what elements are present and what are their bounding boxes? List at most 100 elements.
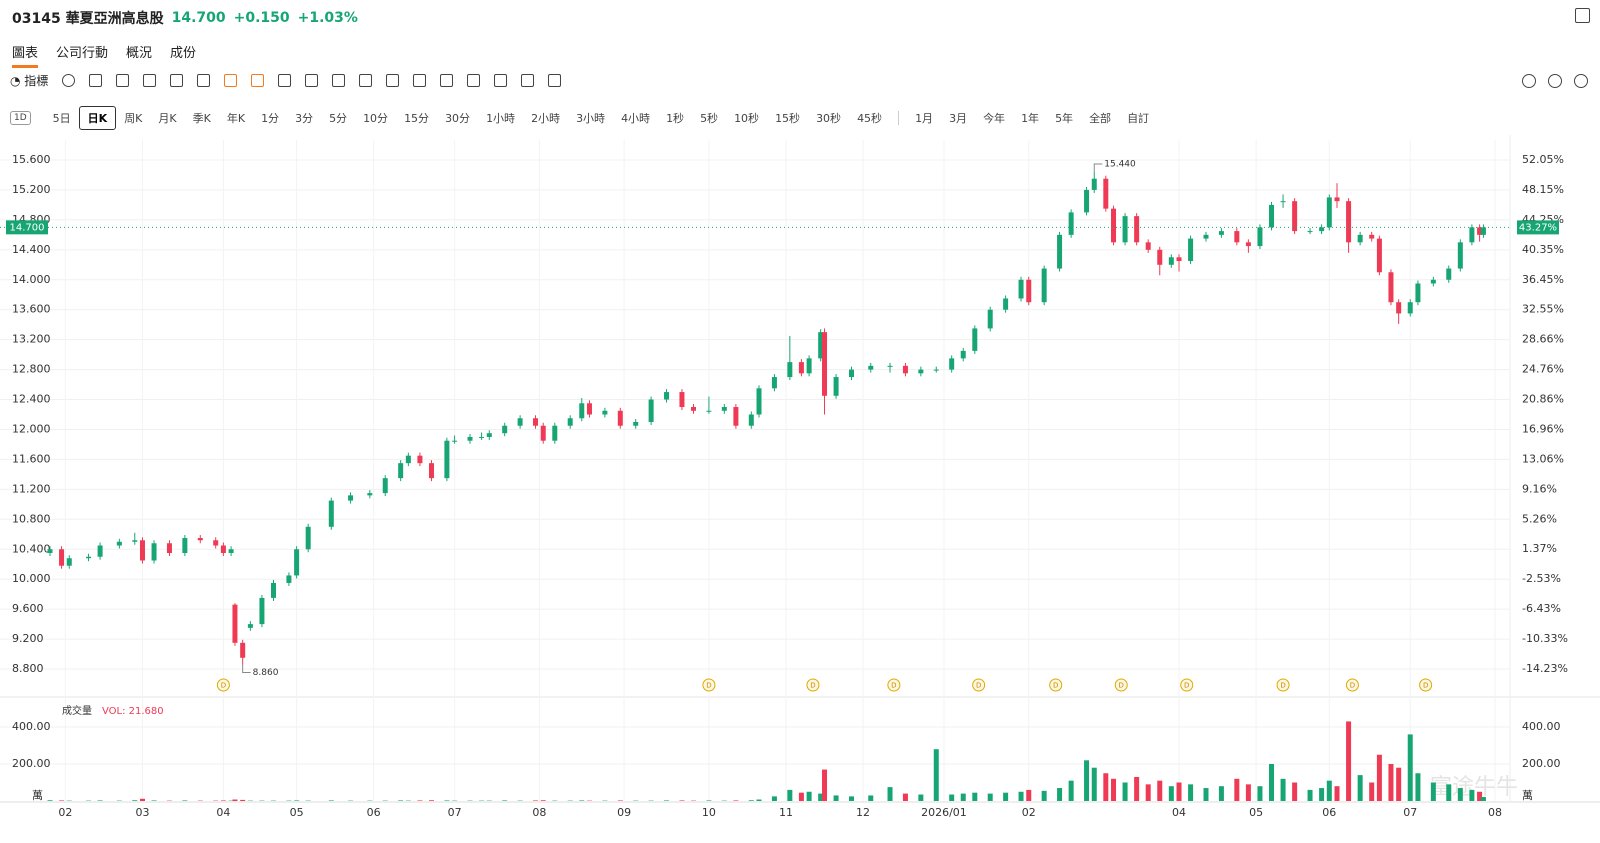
interval-button[interactable]: 3小時 xyxy=(576,112,606,125)
tool[interactable] xyxy=(413,74,427,87)
candle-body xyxy=(679,392,685,408)
tool[interactable] xyxy=(386,74,400,87)
candle-body xyxy=(586,403,592,415)
tool[interactable] xyxy=(1574,74,1588,88)
volume-bar xyxy=(1057,788,1063,801)
interval-selector[interactable]: 1D xyxy=(10,111,31,125)
range-button[interactable]: 5年 xyxy=(1055,112,1074,125)
interval-button[interactable]: 1分 xyxy=(261,112,280,125)
dividend-label: D xyxy=(1119,682,1124,690)
tool[interactable] xyxy=(1522,74,1536,88)
candle-body xyxy=(706,410,712,412)
interval-button[interactable]: 2小時 xyxy=(531,112,561,125)
tool[interactable] xyxy=(1548,74,1562,88)
candle-body xyxy=(664,392,670,400)
y-tick-label: 11.200 xyxy=(12,482,51,495)
interval-button[interactable]: 10秒 xyxy=(734,112,760,125)
interval-button[interactable]: 30分 xyxy=(445,112,471,125)
interval-button[interactable]: 4小時 xyxy=(621,112,651,125)
interval-button[interactable]: 1秒 xyxy=(666,112,685,125)
candle-body xyxy=(1446,268,1452,280)
indicator-button[interactable]: ◔ 指標 xyxy=(10,74,49,88)
tab[interactable]: 公司行動 xyxy=(56,46,109,61)
tool[interactable] xyxy=(332,74,346,87)
tool[interactable] xyxy=(116,74,130,87)
dividend-marker xyxy=(972,678,986,692)
candle-body xyxy=(428,463,434,479)
tab[interactable]: 概況 xyxy=(126,46,153,61)
candle-body xyxy=(1357,234,1363,243)
y-tick-label: 12.800 xyxy=(12,363,51,376)
interval-button[interactable]: 日K xyxy=(78,106,117,130)
tool[interactable] xyxy=(143,74,157,87)
tab[interactable]: 圖表 xyxy=(12,42,39,68)
volume-bar xyxy=(960,793,966,801)
range-button[interactable]: 今年 xyxy=(983,112,1006,125)
tool[interactable] xyxy=(251,74,265,87)
tool[interactable] xyxy=(197,74,211,87)
interval-button[interactable]: 3分 xyxy=(295,112,314,125)
candle-body xyxy=(833,377,839,396)
range-button[interactable]: 1年 xyxy=(1021,112,1040,125)
volume-bar xyxy=(1134,776,1140,801)
volume-bar xyxy=(1319,788,1325,801)
volume-bar xyxy=(398,800,404,801)
tool[interactable] xyxy=(89,74,103,87)
volume-bar xyxy=(1334,786,1340,801)
interval-button[interactable]: 季K xyxy=(192,112,211,125)
tool[interactable] xyxy=(62,74,76,87)
candle-body xyxy=(1388,272,1394,303)
interval-button[interactable]: 10分 xyxy=(363,112,389,125)
y2-tick-label: 24.76% xyxy=(1522,363,1564,376)
interval-button[interactable]: 30秒 xyxy=(816,112,842,125)
candle-body xyxy=(328,500,334,527)
interval-button[interactable]: 5秒 xyxy=(700,112,719,125)
dividend-label: D xyxy=(976,682,981,690)
candle-body xyxy=(887,365,893,367)
y2-tick-label: 5.26% xyxy=(1522,512,1557,525)
interval-button[interactable]: 15分 xyxy=(404,112,430,125)
y2-tick-label: 40.35% xyxy=(1522,243,1564,256)
candle-body xyxy=(691,407,697,411)
range-button[interactable]: 1月 xyxy=(915,112,934,125)
interval-button[interactable]: 1小時 xyxy=(486,112,516,125)
interval-button[interactable]: 5日 xyxy=(52,112,71,125)
tool[interactable] xyxy=(494,74,508,87)
interval-button[interactable]: 年K xyxy=(226,112,246,125)
volume-tick-label: 400.00 xyxy=(1522,720,1561,733)
range-button[interactable]: 全部 xyxy=(1089,112,1112,125)
candle-body xyxy=(617,410,623,426)
interval-button[interactable]: 45秒 xyxy=(857,112,883,125)
candle-body xyxy=(228,549,234,553)
interval-button[interactable]: 周K xyxy=(124,112,143,125)
x-tick-label: 04 xyxy=(1172,806,1186,819)
tool[interactable] xyxy=(359,74,373,87)
candle-body xyxy=(733,407,739,426)
range-button[interactable]: 自訂 xyxy=(1127,112,1150,125)
volume-bar xyxy=(987,793,993,801)
volume-title: 成交量 xyxy=(62,704,92,717)
tool[interactable] xyxy=(224,74,238,87)
candle-body xyxy=(151,543,157,561)
tool[interactable] xyxy=(548,74,562,87)
candle-body xyxy=(987,309,993,329)
interval-button[interactable]: 15秒 xyxy=(775,112,801,125)
candle-body xyxy=(502,425,508,434)
tab[interactable]: 成份 xyxy=(170,46,197,61)
tool[interactable] xyxy=(521,74,535,87)
volume-bar xyxy=(1234,778,1240,801)
candle-body xyxy=(540,425,546,441)
x-tick-label: 03 xyxy=(135,806,149,819)
tool[interactable] xyxy=(467,74,481,87)
tool[interactable] xyxy=(440,74,454,87)
volume-bar xyxy=(1480,796,1486,801)
volume-bar xyxy=(1407,734,1413,801)
collapse-button[interactable] xyxy=(1575,8,1590,23)
tool[interactable] xyxy=(278,74,292,87)
tool[interactable] xyxy=(170,74,184,87)
range-button[interactable]: 3月 xyxy=(949,112,968,125)
interval-button[interactable]: 5分 xyxy=(329,112,348,125)
interval-button[interactable]: 月K xyxy=(158,112,177,125)
tool[interactable] xyxy=(305,74,319,87)
volume-bar xyxy=(787,789,793,801)
